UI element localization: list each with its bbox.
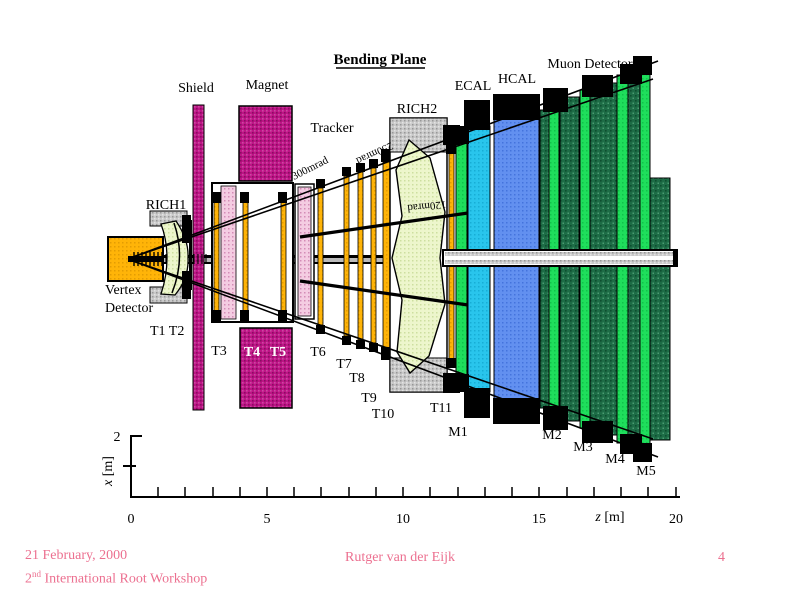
rich1-mirror-arc	[171, 222, 181, 294]
support-steps-bottom	[443, 373, 652, 462]
z-axis-label: z [m]	[594, 510, 624, 525]
label-t7: T7	[336, 357, 352, 372]
label-rich2: RICH2	[397, 102, 437, 117]
label-rich1: RICH1	[146, 198, 186, 213]
footer-author: Rutger van der Eijk	[344, 550, 456, 565]
tracker-pink-bar-2	[297, 186, 312, 317]
beam-pipe-endcap	[673, 249, 678, 267]
z-tick-20: 20	[669, 512, 683, 527]
t9-station	[370, 167, 377, 344]
component-labels: Shield Magnet Tracker RICH1 RICH2 ECAL H…	[105, 57, 656, 479]
rich2-detector	[389, 117, 448, 393]
support-steps-top	[443, 56, 652, 145]
t1-station	[213, 195, 220, 319]
label-m5: M5	[636, 464, 655, 479]
magnet-bottom	[239, 327, 293, 409]
label-t9: T9	[361, 391, 377, 406]
label-120mrad: 120mrad	[406, 198, 447, 214]
t8-station	[357, 171, 364, 341]
label-ecal: ECAL	[455, 79, 492, 94]
label-m3: M3	[573, 440, 592, 455]
acceptance-line-300-top	[132, 60, 659, 258]
rich1-photodet-top	[182, 215, 191, 243]
footer-workshop: 2nd International Root Workshop	[25, 565, 207, 589]
acceptance-line-250-top	[132, 78, 654, 258]
z-axis-unit: [m]	[601, 510, 625, 525]
footer-workshop-sup: nd	[32, 569, 41, 579]
acceptance-line-120-bottom	[299, 279, 469, 307]
acceptance-line-250-bottom	[132, 260, 654, 440]
magnet-blocks	[238, 105, 293, 409]
acceptance-line-300-bottom	[132, 260, 659, 458]
label-m4: M4	[605, 452, 624, 467]
t7-station	[343, 175, 350, 337]
page-title: Bending Plane	[334, 52, 427, 68]
label-magnet: Magnet	[246, 78, 289, 93]
magnet-top	[238, 105, 293, 182]
z-tick-10: 10	[396, 512, 410, 527]
label-shield: Shield	[178, 81, 214, 96]
label-muon-detector: Muon Detector	[547, 57, 632, 72]
label-vertex-1: Vertex	[105, 283, 142, 298]
label-t3: T3	[211, 344, 227, 359]
vertex-silicon-ticks	[133, 252, 163, 266]
footer-left: 21 February, 2000 2nd International Root…	[25, 546, 207, 589]
label-m2: M2	[542, 428, 561, 443]
t6-station	[317, 187, 324, 326]
label-t8: T8	[349, 371, 365, 386]
rich2-top-box	[389, 117, 448, 153]
label-t10: T10	[372, 407, 395, 422]
x-axis-unit: [m]	[101, 456, 116, 480]
label-t1t2: T1 T2	[150, 324, 184, 339]
label-t5: T5	[270, 345, 286, 360]
x-tick-label-2: 2	[114, 430, 121, 445]
x-axis-var: x	[101, 479, 116, 487]
footer-workshop-rest: International Root Workshop	[41, 571, 208, 587]
label-t6: T6	[310, 345, 326, 360]
t3-station	[280, 195, 287, 319]
label-vertex-2: Detector	[105, 301, 154, 316]
z-tick-0: 0	[128, 512, 135, 527]
z-axis-var: z	[594, 510, 601, 525]
z-axis-ticks	[130, 487, 677, 497]
footer-page-number: 4	[718, 550, 725, 565]
inner-tracker	[211, 182, 315, 323]
rich1-detector	[149, 210, 191, 304]
label-hcal: HCAL	[498, 72, 536, 87]
footer-workshop-num: 2	[25, 571, 32, 587]
label-m1: M1	[448, 425, 467, 440]
footer-date: 21 February, 2000	[25, 548, 128, 563]
scale-axis: 0 5 10 15 20 2 z [m] x [m]	[101, 430, 683, 527]
beam-pipe	[442, 249, 678, 267]
label-t4: T4	[244, 345, 260, 360]
acceptance-line-120-top	[299, 211, 469, 239]
label-t11: T11	[430, 401, 452, 416]
x-axis-label: x [m]	[101, 456, 116, 487]
z-tick-15: 15	[532, 512, 546, 527]
muon-filter-5	[649, 177, 671, 441]
z-tick-5: 5	[264, 512, 271, 527]
rich2-mirror	[391, 138, 446, 375]
label-tracker: Tracker	[310, 121, 353, 136]
rich1-photodet-bottom	[182, 271, 191, 299]
acceptance-lines	[132, 60, 659, 458]
